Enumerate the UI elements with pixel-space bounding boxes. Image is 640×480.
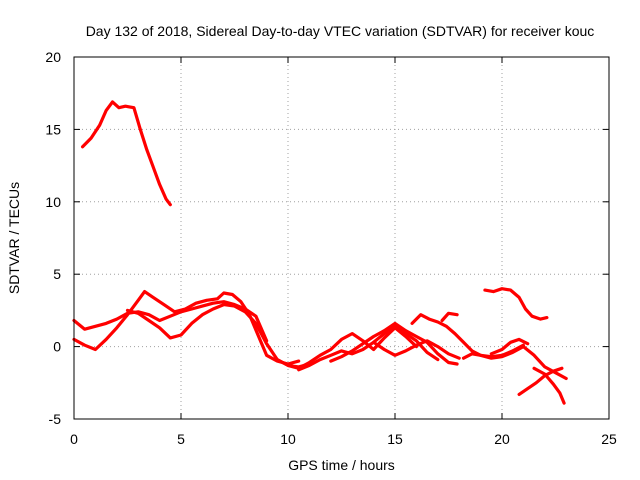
- y-axis-label: SDTVAR / TECUs: [6, 182, 22, 294]
- series-group: [72, 100, 568, 405]
- series-line-arc-c: [125, 303, 311, 369]
- x-axis-label: GPS time / hours: [288, 457, 395, 473]
- series-line-arc-f: [329, 321, 459, 366]
- series-line-arc-i: [440, 311, 459, 323]
- y-tick-label: 5: [53, 266, 61, 282]
- y-tick-label: 15: [45, 121, 61, 137]
- y-tick-label: 20: [45, 49, 61, 65]
- x-tick-label: 5: [177, 431, 185, 447]
- series-line-arc-h: [410, 313, 526, 359]
- series-line-arc-k: [489, 337, 530, 356]
- series-line-arc-g: [372, 339, 461, 360]
- x-tick-label: 15: [387, 431, 403, 447]
- x-tick-label: 20: [494, 431, 510, 447]
- series-line-arc-l: [517, 366, 564, 396]
- series-line-arc-late-high: [483, 287, 549, 321]
- y-tick-label: 0: [53, 339, 61, 355]
- grid: [74, 57, 609, 419]
- series-line-arc-j: [461, 345, 568, 381]
- plot-frame: [73, 56, 610, 420]
- series-line-arc-e: [297, 324, 440, 372]
- y-tick-label: 10: [45, 194, 61, 210]
- series-line-arc-d: [275, 326, 418, 370]
- series-line-arc-a: [72, 290, 301, 366]
- x-tick-label: 25: [601, 431, 617, 447]
- x-tick-label: 10: [280, 431, 296, 447]
- y-tick-label: -5: [49, 411, 62, 427]
- series-line-arc-high-early: [80, 100, 172, 207]
- series-line-arc-m: [532, 366, 566, 405]
- x-tick-label: 0: [70, 431, 78, 447]
- chart-title: Day 132 of 2018, Sidereal Day-to-day VTE…: [86, 23, 595, 39]
- axis-ticks: 0 5 10 15 20 25 -5 0 5 10 15 20: [45, 49, 617, 447]
